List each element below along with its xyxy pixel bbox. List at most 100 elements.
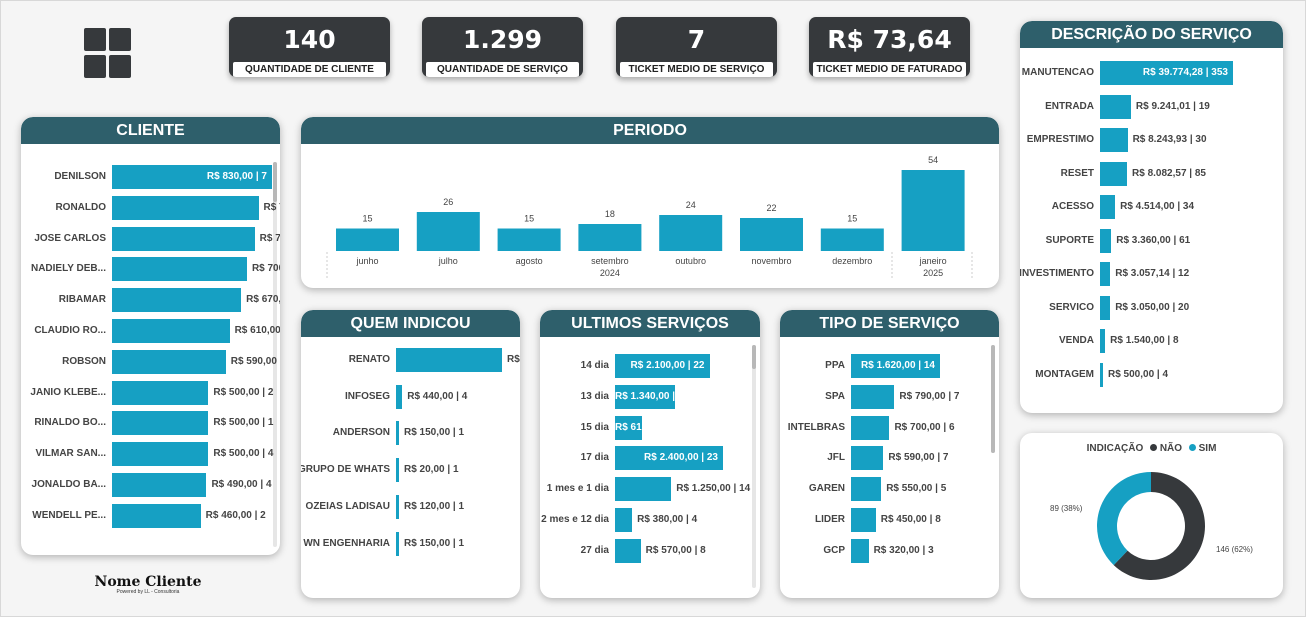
bar[interactable] bbox=[1100, 362, 1103, 387]
bar[interactable] bbox=[578, 224, 642, 251]
bar-category-label: EMPRESTIMO bbox=[1026, 134, 1094, 145]
bar-value-label: R$ 550,00 | 5 bbox=[886, 483, 947, 495]
x-tick-label: janeiro bbox=[919, 256, 947, 266]
bar[interactable] bbox=[851, 538, 869, 563]
bar-category-label: 14 dia bbox=[580, 360, 609, 371]
bar-value-label: 24 bbox=[686, 200, 696, 210]
bar[interactable] bbox=[396, 531, 399, 556]
bar[interactable] bbox=[615, 384, 676, 409]
bar-category-label: JANIO KLEBE... bbox=[30, 386, 106, 398]
bar-category-label: INTELBRAS bbox=[787, 421, 845, 433]
bar[interactable] bbox=[740, 218, 803, 251]
bar[interactable] bbox=[112, 411, 209, 436]
scrollbar[interactable] bbox=[273, 162, 277, 547]
donut-slice-sim[interactable] bbox=[1097, 472, 1151, 566]
bar[interactable] bbox=[112, 226, 255, 251]
legend-item-sim[interactable]: SIM bbox=[1198, 443, 1217, 454]
bar-value-label: 26 bbox=[443, 197, 453, 207]
kpi-label: QUANTIDADE DE CLIENTE bbox=[233, 62, 386, 77]
bar-category-label: PPA bbox=[825, 360, 845, 371]
bar[interactable] bbox=[615, 477, 672, 502]
bar-value-label: R$ 9.241,01 | 19 bbox=[1135, 100, 1210, 112]
bar-category-label: INFOSEG bbox=[344, 390, 390, 402]
bar[interactable] bbox=[336, 228, 399, 252]
bar[interactable] bbox=[396, 348, 502, 372]
bar-value-label: 15 bbox=[524, 214, 534, 224]
bar[interactable] bbox=[851, 477, 882, 502]
x-year-label: 2025 bbox=[923, 268, 943, 278]
bar[interactable] bbox=[851, 354, 940, 378]
bar-category-label: 17 dia bbox=[580, 452, 609, 464]
bar[interactable] bbox=[396, 458, 399, 483]
bar-category-label: RONALDO bbox=[55, 201, 106, 213]
bar-category-label: NADIELY DEB... bbox=[30, 263, 106, 275]
bar[interactable] bbox=[1100, 94, 1131, 119]
bar[interactable] bbox=[615, 508, 633, 532]
kpi-quantidade-cliente: 140 QUANTIDADE DE CLIENTE bbox=[229, 17, 390, 77]
bar-value-label: R$ 3.057,14 | 12 bbox=[1115, 268, 1190, 279]
bar[interactable] bbox=[1100, 61, 1233, 85]
bar[interactable] bbox=[901, 170, 965, 251]
bar[interactable] bbox=[1100, 329, 1106, 353]
bar[interactable] bbox=[112, 165, 272, 189]
bar[interactable] bbox=[112, 195, 259, 220]
bar[interactable] bbox=[112, 380, 209, 405]
legend-item-nao[interactable]: NÃO bbox=[1159, 443, 1183, 454]
scrollbar[interactable] bbox=[752, 345, 756, 588]
bar-category-label: GRUPO DE WHATS bbox=[301, 464, 390, 476]
bar[interactable] bbox=[615, 446, 723, 471]
bar[interactable] bbox=[1100, 128, 1128, 152]
x-tick-label: outubro bbox=[675, 256, 706, 266]
x-tick-label: novembro bbox=[751, 256, 791, 266]
card-title: DESCRIÇÃO DO SERVIÇO bbox=[1020, 21, 1283, 48]
card-quem-indicou: QUEM INDICOU RENATO R$ 7.445,77 | 72 INFOS… bbox=[301, 310, 520, 598]
bar[interactable] bbox=[112, 349, 226, 374]
bar[interactable] bbox=[396, 494, 399, 519]
bar[interactable] bbox=[112, 473, 207, 497]
bar[interactable] bbox=[851, 446, 884, 471]
periodo-bar-chart: 15 junho 26 julho 15 agosto 18 setembro 24 outubr… bbox=[326, 155, 973, 279]
bar[interactable] bbox=[112, 319, 230, 343]
bar[interactable] bbox=[851, 415, 890, 440]
bar[interactable] bbox=[820, 228, 884, 252]
bar-value-label: 22 bbox=[766, 203, 776, 213]
bar[interactable] bbox=[851, 384, 895, 409]
bar-value-label: R$ 120,00 | 1 bbox=[404, 500, 465, 512]
bar-category-label: LIDER bbox=[815, 514, 845, 525]
kpi-value: R$ 73,64 bbox=[827, 25, 952, 54]
scrollbar[interactable] bbox=[991, 345, 995, 453]
bar[interactable] bbox=[396, 421, 399, 446]
legend-dot-icon bbox=[1150, 444, 1158, 451]
bar[interactable] bbox=[615, 415, 643, 440]
bar-category-label: JFL bbox=[827, 452, 845, 464]
bar[interactable] bbox=[851, 508, 876, 532]
x-tick-label: agosto bbox=[516, 256, 543, 266]
bar-category-label: 1 mes e 1 dia bbox=[546, 483, 609, 495]
bar-category-label: SPA bbox=[825, 390, 845, 402]
bar[interactable] bbox=[497, 228, 561, 252]
bar[interactable] bbox=[112, 503, 201, 528]
app-grid-icon[interactable] bbox=[84, 28, 132, 80]
bar[interactable] bbox=[1100, 228, 1112, 253]
card-cliente: CLIENTE DENILSON R$ 830,00 | 7 RONALDO R$ 7… bbox=[21, 117, 280, 555]
bar[interactable] bbox=[1100, 262, 1111, 286]
card-title: TIPO DE SERVIÇO bbox=[780, 310, 999, 337]
bar[interactable] bbox=[615, 538, 641, 563]
bar-value-label: R$ 460,00 | 2 bbox=[205, 509, 266, 521]
bar-value-label: R$ 610,00 | 4 bbox=[234, 325, 280, 336]
bar[interactable] bbox=[1100, 195, 1116, 219]
bar-value-label: 54 bbox=[928, 155, 938, 165]
bar[interactable] bbox=[416, 212, 480, 251]
bar[interactable] bbox=[396, 384, 403, 409]
bar[interactable] bbox=[112, 257, 247, 282]
bar[interactable] bbox=[112, 288, 242, 313]
bar-category-label: SUPORTE bbox=[1045, 234, 1094, 246]
bar[interactable] bbox=[112, 442, 209, 467]
bar[interactable] bbox=[615, 354, 710, 378]
bar[interactable] bbox=[1100, 295, 1111, 320]
bar-value-label: R$ 3.050,00 | 20 bbox=[1115, 301, 1190, 313]
donut-slice-não[interactable] bbox=[1113, 472, 1205, 580]
bar[interactable] bbox=[1100, 161, 1128, 186]
bar[interactable] bbox=[659, 215, 723, 251]
brand-logo: Nome Cliente Powered by LL - Consultoria bbox=[88, 574, 208, 595]
